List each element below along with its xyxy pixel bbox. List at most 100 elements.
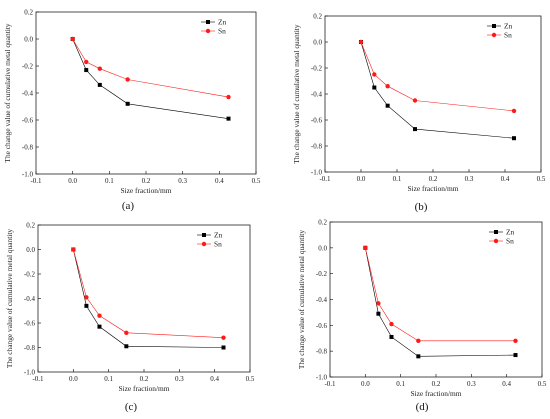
x-tick-label: 0.1 (393, 175, 402, 183)
y-tick-label: -0.2 (22, 63, 34, 71)
x-tick-label: 0.0 (357, 175, 366, 183)
data-point-zn (97, 82, 102, 87)
y-tick-label: -0.6 (311, 117, 323, 125)
panel-label: (b) (415, 201, 428, 213)
y-axis-title: The change value of cumulative metal qua… (3, 23, 12, 162)
data-point-sn (412, 98, 418, 103)
x-tick-label: 0.5 (538, 380, 547, 388)
x-tick-label: 0.3 (178, 177, 187, 185)
x-tick-label: 0.5 (252, 177, 261, 185)
data-point-zn (125, 101, 130, 106)
x-tick-label: 0.4 (502, 380, 511, 388)
series-line-sn (73, 249, 224, 338)
data-point-sn (97, 66, 103, 71)
x-tick-label: 0.4 (215, 177, 224, 185)
series-line-zn (365, 247, 516, 357)
y-tick-label: 0.0 (318, 244, 327, 252)
y-tick-label: 0.0 (313, 39, 322, 47)
y-tick-label: 0.2 (313, 13, 322, 21)
data-point-zn (512, 136, 516, 141)
x-tick-label: 0.0 (68, 177, 77, 185)
y-tick-label: -0.4 (316, 296, 328, 304)
legend-label: Zn (214, 231, 223, 240)
data-point-sn (124, 330, 129, 335)
legend-label: Sn (506, 237, 514, 246)
legend-marker (491, 32, 497, 38)
x-tick-label: 0.4 (501, 175, 510, 183)
x-tick-label: 0.2 (429, 175, 438, 183)
plot-frame (35, 11, 257, 175)
x-tick-label: 0.2 (432, 380, 441, 388)
x-axis-title: Size fraction/mm (118, 384, 169, 393)
legend-marker (493, 238, 499, 244)
legend-marker (494, 230, 498, 234)
chart-panel-d: -0.1 0.0 0.1 0.2 0.3 0.4 0.5 -1.0 -0.8 -0.6 -0.4 -0… (297, 219, 547, 414)
y-tick-label: -1.0 (316, 374, 328, 382)
data-point-zn (226, 116, 231, 121)
y-tick-label: 0.0 (24, 36, 33, 44)
x-tick-label: 0.1 (104, 375, 113, 383)
data-point-zn (84, 303, 89, 308)
x-tick-label: 0.3 (465, 175, 474, 183)
y-tick-label: -0.4 (24, 295, 36, 303)
y-axis-title: The change value of cumulative metal qua… (292, 24, 301, 163)
legend-label: Sn (218, 27, 226, 36)
data-point-sn (71, 247, 76, 252)
x-tick-label: 0.1 (105, 177, 114, 185)
legend-label: Sn (214, 240, 222, 249)
data-point-sn (513, 338, 518, 344)
x-tick-label: 0.4 (210, 375, 219, 383)
y-tick-label: -0.8 (311, 143, 323, 151)
y-tick-label: -0.8 (22, 144, 34, 152)
y-tick-label: 0.2 (26, 222, 35, 230)
y-tick-label: 0.2 (318, 219, 327, 227)
data-point-sn (385, 84, 390, 89)
x-tick-label: 0.5 (537, 175, 546, 183)
legend-marker (492, 24, 496, 28)
data-point-zn (84, 68, 89, 73)
data-point-zn (385, 103, 390, 108)
x-axis-title: Size fraction/mm (407, 184, 458, 193)
series-line-zn (72, 38, 229, 119)
data-point-sn (84, 295, 89, 300)
data-point-zn (221, 345, 226, 350)
y-axis-title: The change value of cumulative metal qua… (5, 229, 14, 368)
x-tick-label: 0.1 (396, 380, 405, 388)
chart-panel-c: -0.1 0.0 0.1 0.2 0.3 0.4 0.5 -1.0 -0.8 -0.6 -0.4 -0… (5, 222, 255, 414)
x-tick-label: -0.1 (30, 177, 42, 185)
series-line-sn (365, 247, 516, 342)
legend-label: Zn (504, 22, 513, 31)
legend-marker (206, 20, 210, 24)
data-point-zn (389, 334, 394, 339)
x-axis-title: Size fraction/mm (120, 186, 171, 195)
data-point-zn (413, 127, 417, 132)
legend-marker (202, 233, 206, 237)
x-tick-label: 0.2 (140, 375, 149, 383)
y-tick-label: -0.6 (22, 117, 34, 125)
series-line-zn (73, 249, 224, 348)
x-tick-label: 0.0 (361, 380, 370, 388)
x-axis-title: Size fraction/mm (410, 389, 461, 398)
data-point-sn (511, 108, 517, 114)
data-point-zn (416, 354, 421, 359)
y-tick-label: -0.4 (22, 90, 34, 98)
x-tick-label: 0.3 (467, 380, 476, 388)
y-tick-label: -0.2 (311, 65, 323, 73)
legend-label: Sn (504, 31, 512, 40)
data-point-sn (226, 94, 231, 100)
data-point-sn (363, 245, 368, 251)
x-tick-label: -0.1 (32, 375, 44, 383)
x-tick-label: 0.5 (246, 375, 255, 383)
data-point-zn (97, 324, 102, 329)
data-point-sn (125, 77, 130, 82)
data-point-zn (124, 344, 129, 349)
panel-label: (c) (125, 401, 138, 413)
x-tick-label: 0.0 (69, 375, 78, 383)
data-point-sn (372, 72, 377, 77)
panel-label: (d) (416, 401, 429, 413)
y-tick-label: -1.0 (311, 169, 323, 177)
legend-marker (201, 241, 207, 247)
x-tick-label: -0.1 (324, 380, 336, 388)
data-point-zn (372, 85, 377, 90)
